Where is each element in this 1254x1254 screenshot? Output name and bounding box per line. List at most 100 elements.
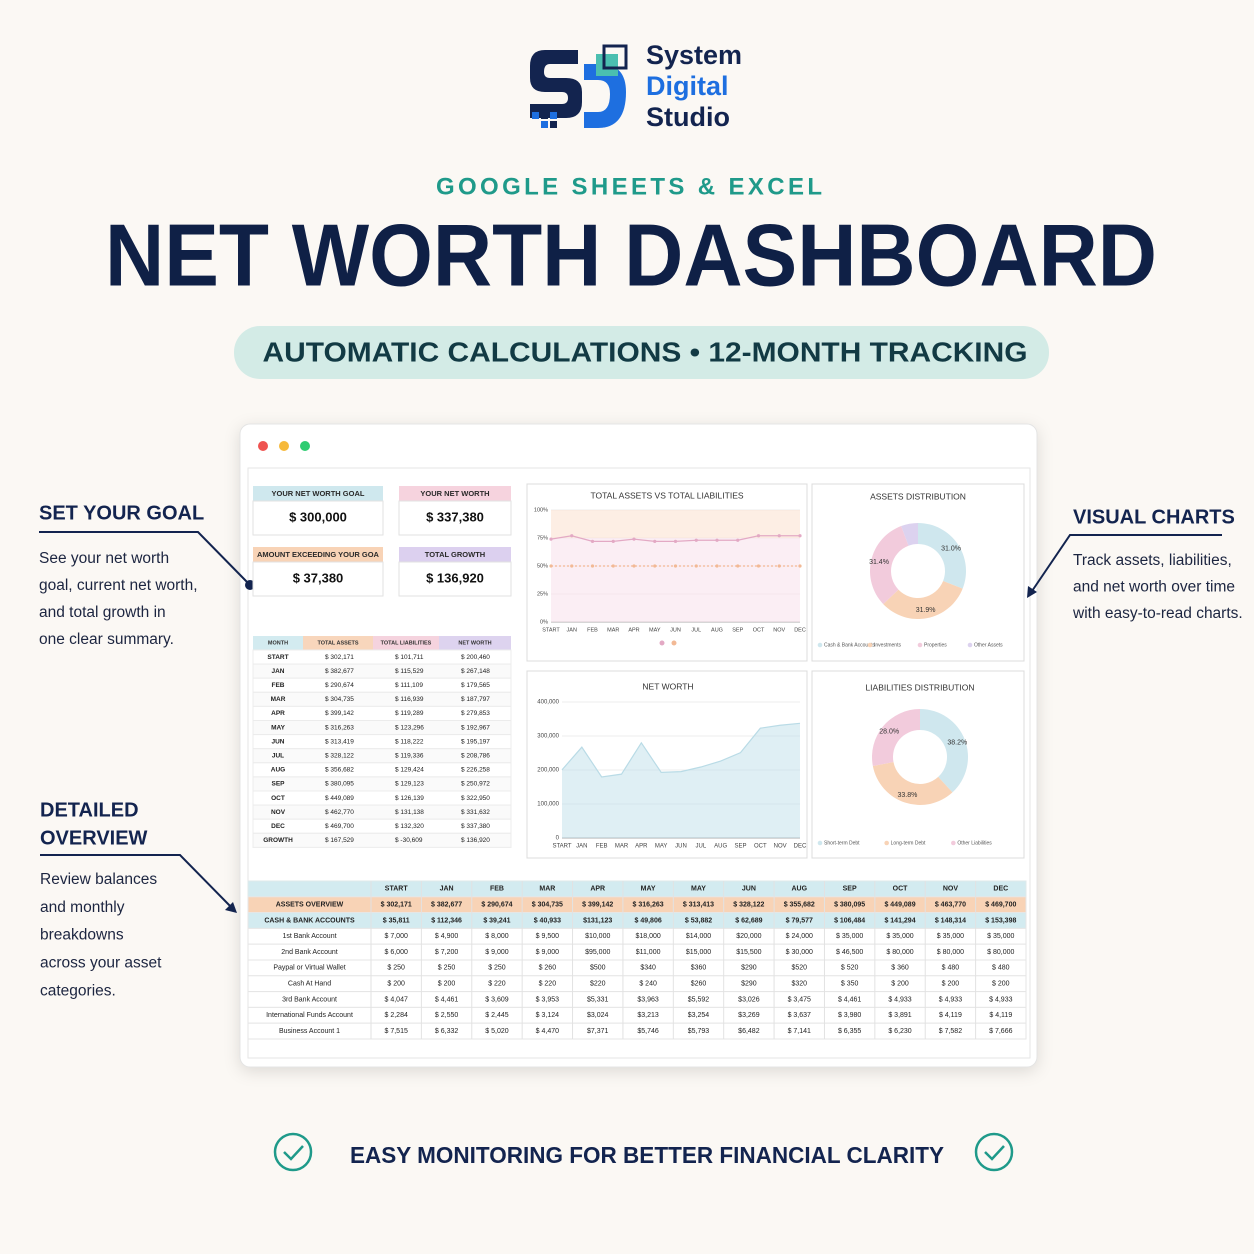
table-header: TOTAL ASSETS [317,640,358,646]
callout-title: OVERVIEW [40,827,148,849]
table-cell: $ 520 [841,965,859,972]
logo-s [530,50,582,118]
table-cell: $ 9,000 [485,949,508,956]
table-cell: $ 80,000 [987,949,1014,956]
legend-label: Other Liabilities [957,840,992,846]
card-header [253,547,383,562]
table-cell: MAY [271,724,286,731]
x-tick-label: MAR [615,844,629,850]
table-cell: $ 192,967 [461,724,490,731]
table-cell: JUL [272,752,284,759]
x-tick-label: JUL [691,627,701,633]
pie-slice [918,523,966,589]
legend-swatch [951,840,956,846]
table-cell: $3,026 [738,996,760,1003]
window-dot [279,441,289,451]
table-cell: $ 6,000 [385,949,408,956]
table-cell: $ 7,200 [435,949,458,956]
table-cell: $ 220 [488,981,506,988]
table-cell: $ 328,122 [325,752,354,759]
x-tick-label: OCT [754,844,767,850]
chart-title: NET WORTH [642,681,693,691]
y-tick-label: 50% [537,563,548,569]
table-cell: $ 3,953 [536,996,559,1003]
table-cell: $3,213 [637,1012,659,1019]
logo-mark [530,44,628,128]
footer: EASY MONITORING FOR BETTER FINANCIAL CLA… [350,1142,944,1168]
point [694,564,698,568]
table-cell: $ 250 [438,965,456,972]
table-header: JAN [440,886,454,893]
table-cell: $ 129,424 [395,767,424,774]
table-cell: $ 200 [387,981,405,988]
kicker: GOOGLE SHEETS & EXCEL [436,173,828,200]
table-cell: $ 3,891 [888,1012,911,1019]
table-cell: $ 62,689 [735,917,762,924]
table-cell: $ 7,515 [385,1028,408,1035]
legend-label: Properties [924,642,947,648]
pie-slice [870,526,909,605]
table-cell: $ 399,142 [582,902,613,909]
callout-text: and monthly [40,899,125,916]
callout-text: and net worth over time [1073,579,1235,596]
table-cell: $ 316,263 [325,724,354,731]
table-cell: $5,331 [587,996,609,1003]
table-cell: $ 260 [539,965,557,972]
table-cell: $ 35,811 [383,917,410,924]
table-cell: $ 355,682 [784,902,815,909]
table-cell: GROWTH [263,837,293,844]
table-cell: $ 399,142 [325,710,354,717]
point [736,538,740,542]
table-cell: $ 220 [539,981,557,988]
table-cell: $ 313,413 [683,902,714,909]
y-tick-label: 100,000 [537,802,559,808]
table-cell: $15,500 [736,949,761,956]
table-cell: FEB [272,682,285,689]
check [283,1145,304,1161]
table-cell: $ 4,119 [939,1012,962,1019]
card-value: $ 337,380 [426,509,484,524]
table-cell: $ 449,089 [325,795,354,802]
table-cell: 1st Bank Account [282,933,336,940]
card-body [398,500,512,536]
table-cell: $ 462,770 [325,809,354,816]
x-tick-label: SEP [734,844,746,850]
table-cell: $ 267,148 [461,668,490,675]
chart-title: TOTAL ASSETS VS TOTAL LIABILITIES [590,490,743,500]
band [551,538,800,622]
arrowhead [1027,586,1037,598]
table-cell: $ 35,000 [836,933,863,940]
point [798,534,802,538]
chart-box [811,483,1025,662]
point [611,564,615,568]
table-cell: $20,000 [736,933,761,940]
table-cell: $ 4,933 [888,996,911,1003]
table-cell: $220 [590,981,606,988]
table-cell: $ 119,289 [395,710,424,717]
table-cell: $ 250,972 [461,781,490,788]
callout-title: SET YOUR GOAL [39,502,204,524]
table-cell: $95,000 [585,949,610,956]
x-tick-label: FEB [596,844,608,850]
point [632,564,636,568]
table-cell: AUG [271,767,285,774]
x-tick-label: JUN [675,844,687,850]
table-cell: $ 126,139 [395,795,424,802]
table-cell: $520 [791,965,807,972]
table-cell: $ 302,171 [325,654,354,661]
table-cell: $ 316,263 [633,902,664,909]
pie-slice [872,762,953,805]
callout-text: one clear summary. [39,631,174,648]
table-cell: Cash At Hand [288,981,331,988]
table-cell: $ 200 [992,981,1010,988]
table-cell: $ 350 [841,981,859,988]
card-value: $ 37,380 [293,570,344,585]
table-cell: $360 [691,965,707,972]
table-cell: $ 39,241 [483,917,510,924]
point [715,538,719,542]
point [590,539,595,543]
table-cell: $ 119,336 [395,752,424,759]
table-cell: SEP [271,781,285,788]
table-cell: $ 9,500 [536,933,559,940]
